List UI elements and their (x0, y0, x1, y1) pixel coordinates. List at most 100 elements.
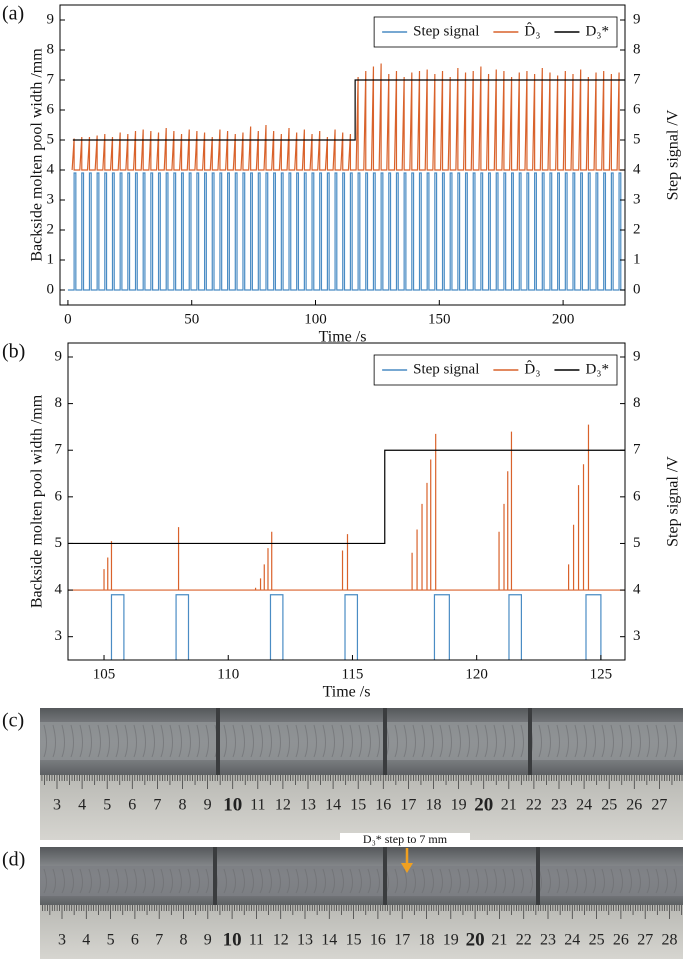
x-tick-label: 110 (217, 666, 239, 682)
ruler-number: 6 (128, 797, 136, 814)
bead-ripple (232, 724, 236, 758)
arrow-head (401, 863, 413, 873)
bead-ripple (376, 868, 380, 894)
ruler (40, 775, 683, 840)
y-tick-label: 1 (633, 251, 641, 267)
bead-ripple (124, 868, 128, 894)
bead-ripple (331, 724, 335, 758)
bead-ripple (466, 868, 470, 894)
y-tick-label: 0 (633, 281, 641, 297)
series-line (72, 79, 625, 141)
bead-ripple (511, 724, 515, 758)
bead-ripple (322, 868, 326, 894)
bead-ripple (79, 724, 83, 758)
bead-ripple (106, 868, 110, 894)
y-axis-title: Backside molten pool width /mm (29, 394, 46, 608)
ruler-number: 8 (179, 797, 187, 814)
bead-ripple (664, 724, 668, 758)
x-tick-label: 115 (341, 666, 363, 682)
bead-ripple (151, 724, 155, 758)
ruler-number: 10 (223, 929, 242, 950)
bead-ripple (115, 868, 119, 894)
bead-ripple (655, 724, 659, 758)
legend-label: D̂₃ (524, 22, 540, 39)
y-tick-label: 0 (47, 281, 55, 297)
bead-ripple (187, 724, 191, 758)
bead-ripple (61, 724, 65, 758)
y-tick-label: 9 (633, 348, 641, 364)
x-tick-label: 100 (304, 311, 327, 327)
bead-ripple (655, 868, 659, 894)
bead-ripple (619, 724, 623, 758)
ruler-number: 18 (426, 797, 442, 814)
y-tick-label: 7 (55, 442, 63, 458)
bead-ripple (241, 868, 245, 894)
bead-ripple (565, 724, 569, 758)
ruler-number: 27 (637, 932, 653, 949)
y-tick-label: 8 (47, 41, 55, 57)
bead-ripple (610, 724, 614, 758)
ruler-number: 7 (155, 932, 163, 949)
segment-gap (528, 708, 532, 775)
segment-gap (213, 847, 217, 905)
bead-ripple (43, 724, 47, 758)
bead-ripple (169, 868, 173, 894)
bead-ripple (322, 724, 326, 758)
bead-ripple (511, 868, 515, 894)
y-tick-label: 4 (47, 161, 55, 177)
bead-ripple (52, 724, 56, 758)
bead-ripple (403, 868, 407, 894)
y-tick-label: 7 (633, 71, 641, 87)
bead-ripple (304, 868, 308, 894)
ruler-number: 16 (370, 932, 386, 949)
bead-ripple (628, 868, 632, 894)
ruler-number: 9 (204, 797, 212, 814)
bead-ripple (358, 724, 362, 758)
x-tick-label: 120 (465, 666, 488, 682)
bead-ripple (70, 868, 74, 894)
bead-ripple (295, 724, 299, 758)
bead-ripple (367, 724, 371, 758)
bead-ripple (277, 868, 281, 894)
x-tick-label: 105 (93, 666, 116, 682)
panel-label: (c) (2, 710, 24, 732)
bead-ripple (286, 868, 290, 894)
bead-ripple (142, 724, 146, 758)
x-axis-title: Time /s (323, 684, 371, 701)
ruler-number: 20 (466, 929, 485, 950)
ruler-number: 3 (58, 932, 66, 949)
x-tick-label: 0 (64, 311, 72, 327)
ruler-number: 19 (443, 932, 459, 949)
bead-ripple (421, 868, 425, 894)
ruler-number: 13 (300, 797, 316, 814)
bead-ripple (367, 868, 371, 894)
ruler-number: 26 (626, 797, 642, 814)
bead-ripple (196, 724, 200, 758)
bead-ripple (169, 724, 173, 758)
bead-ripple (340, 868, 344, 894)
bead-ripple (502, 868, 506, 894)
bead-ripple (79, 868, 83, 894)
segment-gap (536, 847, 540, 905)
bead-ripple (412, 868, 416, 894)
bead-ripple (592, 724, 596, 758)
bead-ripple (484, 868, 488, 894)
bead-ripple (664, 868, 668, 894)
bead-ripple (493, 724, 497, 758)
bead-ripple (205, 868, 209, 894)
ruler-number: 28 (662, 932, 678, 949)
bead-ripple (178, 868, 182, 894)
x-tick-label: 50 (184, 311, 199, 327)
y-tick-label: 5 (633, 131, 641, 147)
panel-label: (a) (2, 3, 24, 25)
bead-ripple (475, 724, 479, 758)
y-tick-label: 4 (633, 582, 641, 598)
ruler-number: 6 (131, 932, 139, 949)
bead-ripple (97, 724, 101, 758)
y-tick-label: 8 (633, 41, 641, 57)
bead-ripple (583, 724, 587, 758)
bead-ripple (412, 724, 416, 758)
y-tick-label: 3 (633, 191, 641, 207)
bead-ripple (232, 868, 236, 894)
ruler-number: 14 (321, 932, 337, 949)
